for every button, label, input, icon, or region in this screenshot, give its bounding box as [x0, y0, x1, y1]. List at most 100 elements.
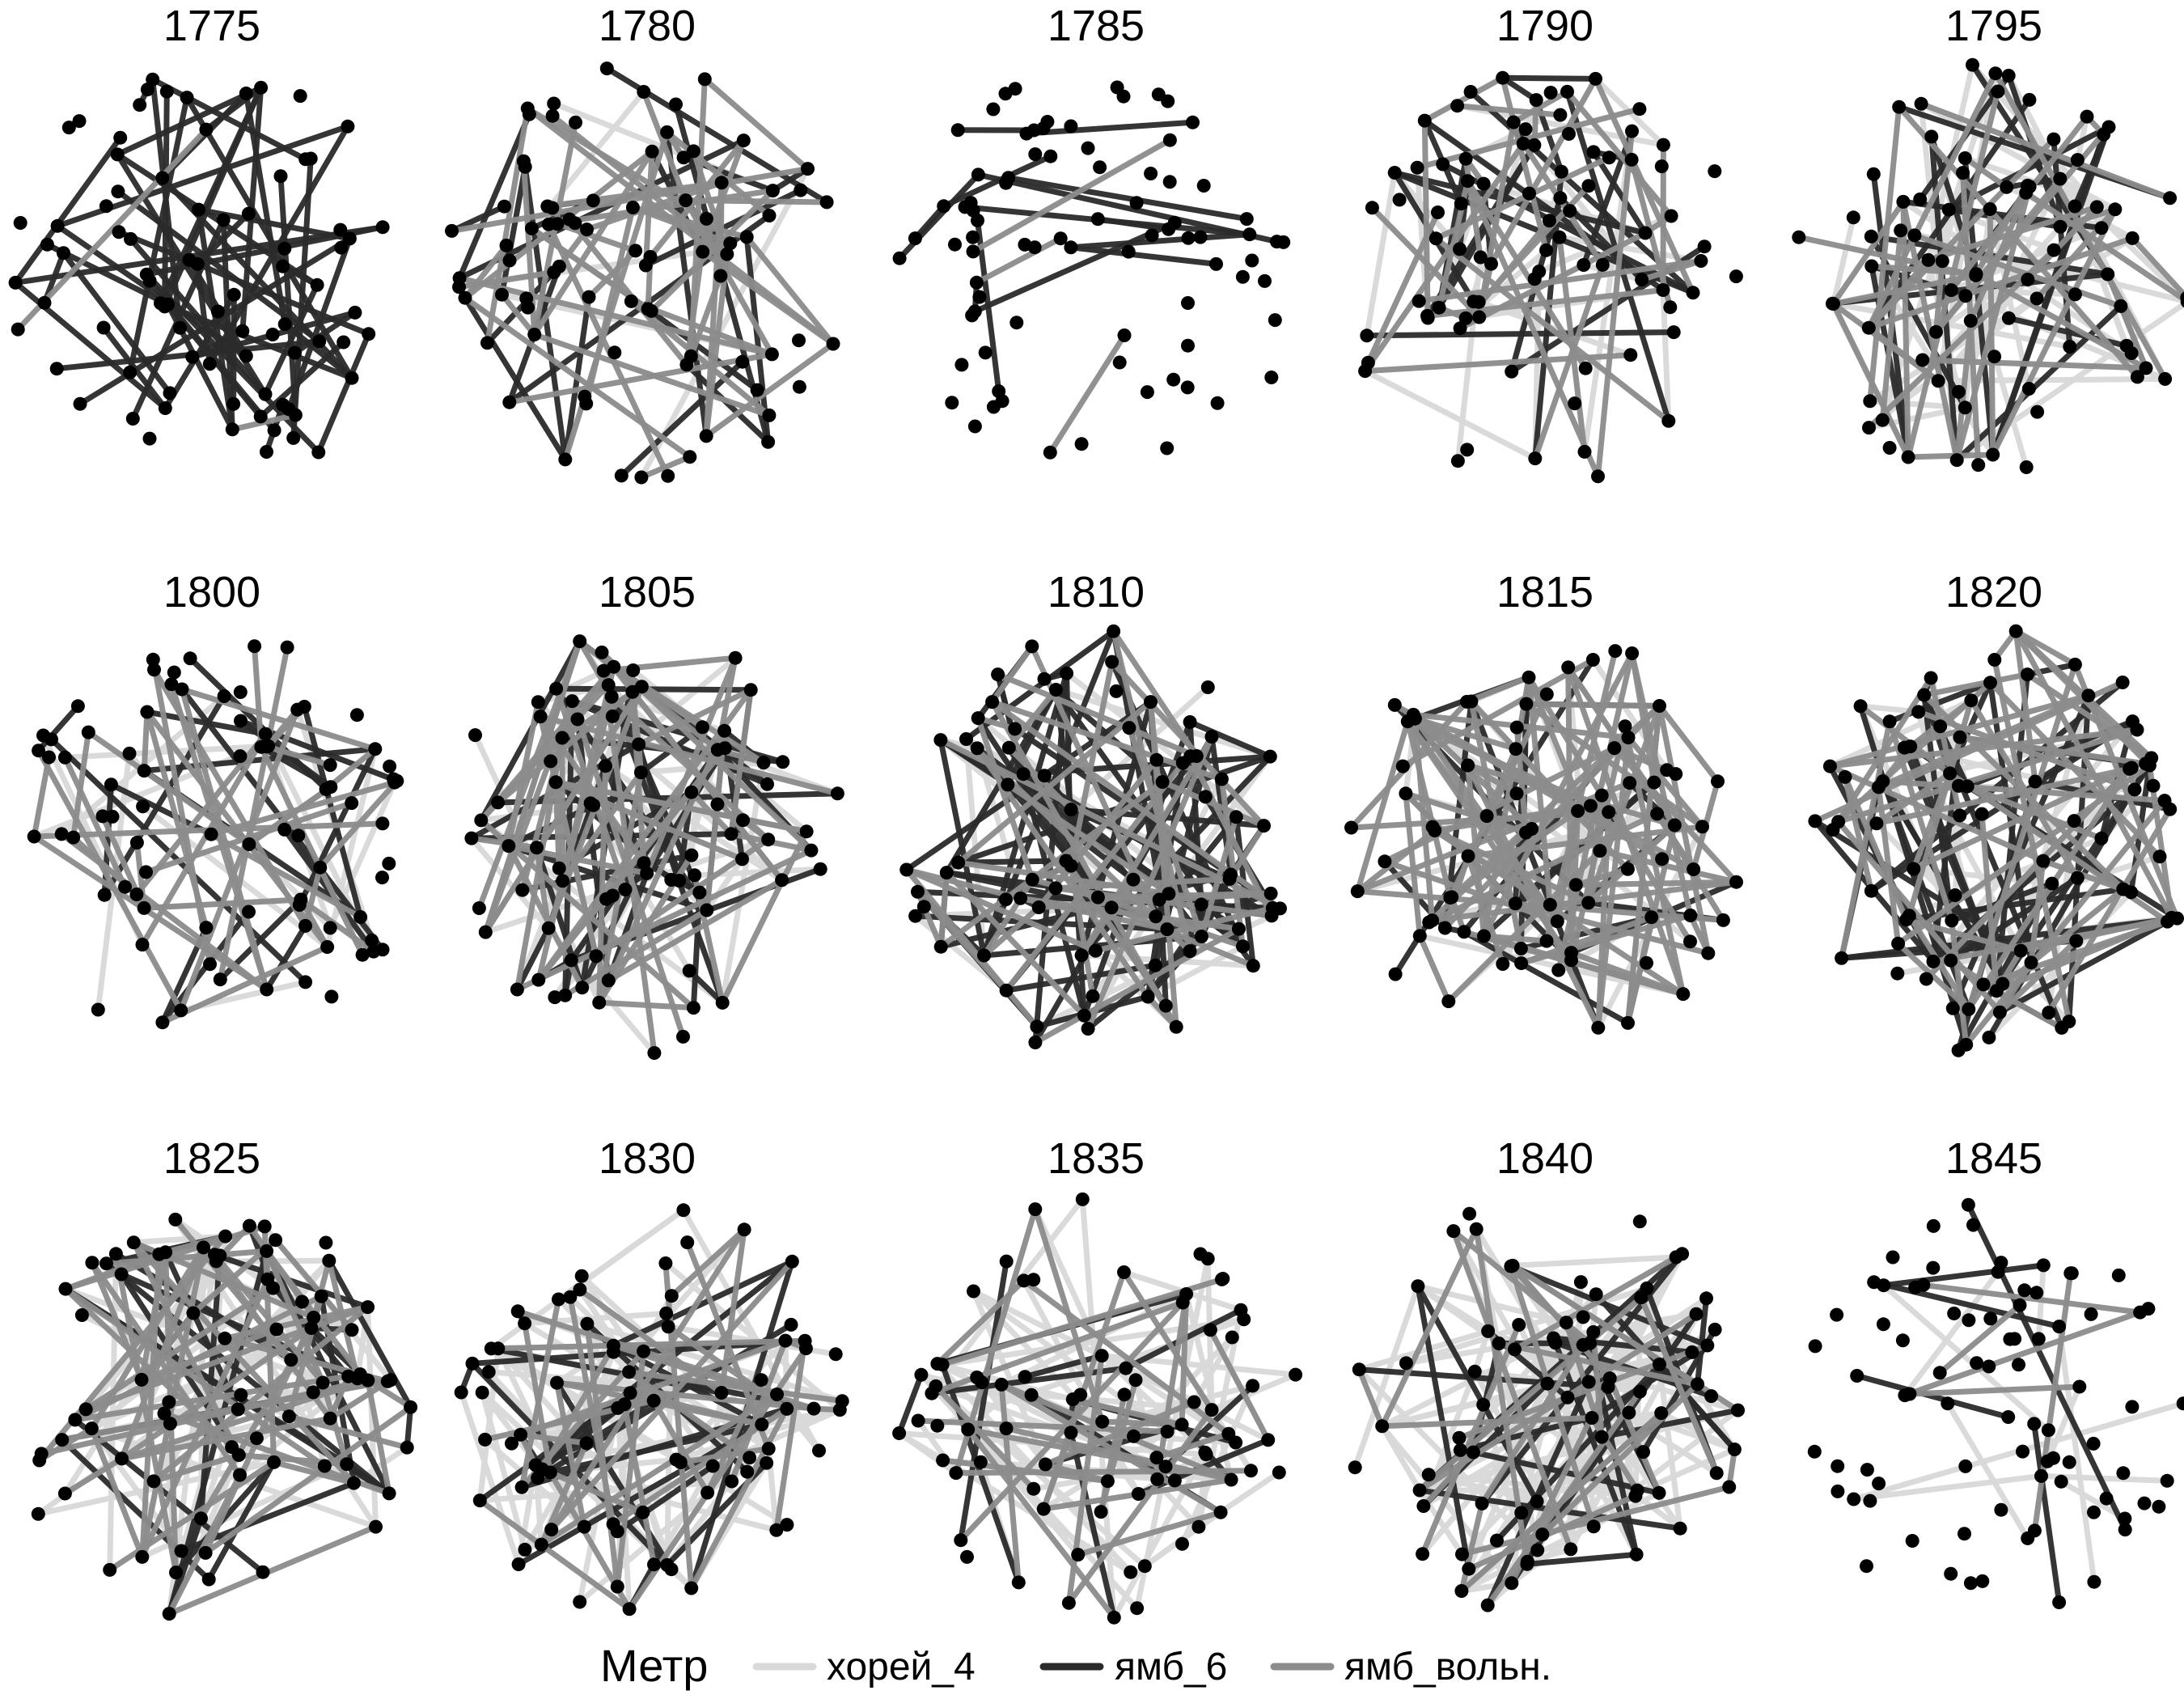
node: [1964, 693, 1979, 708]
edge: [163, 1233, 229, 1256]
node: [676, 1203, 691, 1218]
edge: [938, 779, 1166, 950]
node: [1530, 1494, 1544, 1509]
node: [914, 1367, 929, 1382]
node: [605, 709, 620, 723]
node: [1065, 1392, 1080, 1407]
node: [1908, 1280, 1923, 1294]
node: [1539, 934, 1554, 948]
node: [174, 1544, 188, 1558]
node: [288, 345, 302, 360]
edge: [2056, 1324, 2097, 1585]
node: [2180, 291, 2184, 304]
node: [2119, 338, 2134, 353]
node: [518, 159, 532, 174]
node: [226, 287, 241, 302]
node: [511, 1557, 526, 1571]
edge: [1531, 97, 1539, 148]
edge: [1098, 1392, 1128, 1515]
edge: [704, 856, 745, 913]
node: [1911, 705, 1926, 719]
node: [210, 304, 225, 319]
node: [1595, 257, 1610, 272]
panel-1825: 1825: [31, 1134, 418, 1621]
node: [216, 213, 231, 227]
node: [2022, 92, 2037, 107]
node: [2052, 1320, 2067, 1334]
node: [578, 389, 592, 404]
node: [505, 1436, 518, 1451]
edge: [217, 644, 290, 983]
node: [2021, 382, 2036, 396]
legend-title: Метр: [600, 1640, 708, 1691]
edge: [1900, 198, 1911, 460]
node: [91, 1002, 105, 1017]
node: [776, 755, 790, 769]
node: [1090, 212, 1105, 227]
node: [1289, 1367, 1303, 1382]
edge: [1948, 875, 2080, 964]
node: [1808, 1339, 1822, 1354]
node: [770, 1388, 784, 1401]
node: [2157, 794, 2172, 808]
node: [1519, 825, 1533, 840]
node: [1656, 138, 1670, 152]
node: [269, 1233, 283, 1248]
node: [949, 1466, 963, 1481]
node: [124, 231, 138, 246]
edge: [1465, 762, 1678, 828]
node: [970, 741, 984, 756]
node: [1425, 913, 1440, 928]
edge: [130, 1239, 357, 1486]
node: [1831, 1459, 1845, 1473]
panel-title: 1845: [1945, 1134, 2042, 1183]
node: [1169, 1019, 1183, 1034]
edge: [939, 1276, 1225, 1368]
edge: [61, 743, 272, 761]
edge: [1964, 783, 2105, 841]
node: [248, 639, 262, 654]
edge: [673, 1407, 843, 1463]
node: [2028, 774, 2042, 789]
node: [1530, 1543, 1545, 1557]
node: [1956, 166, 1970, 180]
edge: [264, 922, 308, 993]
node: [2158, 371, 2173, 386]
node: [1350, 884, 1365, 899]
edge: [701, 76, 811, 172]
edge: [476, 1498, 633, 1612]
edge: [981, 876, 1035, 959]
node: [241, 206, 256, 221]
edge: [12, 134, 124, 286]
node: [464, 831, 479, 845]
node: [1621, 731, 1636, 745]
node: [2068, 657, 2082, 672]
node: [1519, 697, 1534, 711]
node: [169, 1566, 183, 1580]
edge: [1078, 952, 1256, 969]
panel-1785: 1785: [892, 2, 1291, 460]
edge: [70, 729, 91, 841]
edge: [1523, 701, 1705, 830]
edge: [912, 203, 947, 242]
node: [710, 797, 725, 811]
node: [725, 1474, 739, 1489]
node: [97, 888, 112, 902]
edge: [1500, 74, 1550, 253]
edge: [456, 111, 532, 282]
panel-1795: 1795: [1792, 2, 2184, 474]
node: [497, 199, 511, 214]
node: [1577, 444, 1592, 459]
node: [1214, 772, 1229, 786]
node: [756, 756, 771, 770]
node: [977, 948, 991, 963]
node: [95, 809, 110, 824]
node: [1591, 1020, 1606, 1035]
node: [173, 320, 188, 335]
node: [1276, 235, 1291, 249]
edge: [1831, 301, 1911, 460]
edge: [773, 1337, 808, 1533]
edge: [718, 1227, 747, 1396]
edge: [31, 833, 270, 993]
node: [1543, 897, 1557, 912]
